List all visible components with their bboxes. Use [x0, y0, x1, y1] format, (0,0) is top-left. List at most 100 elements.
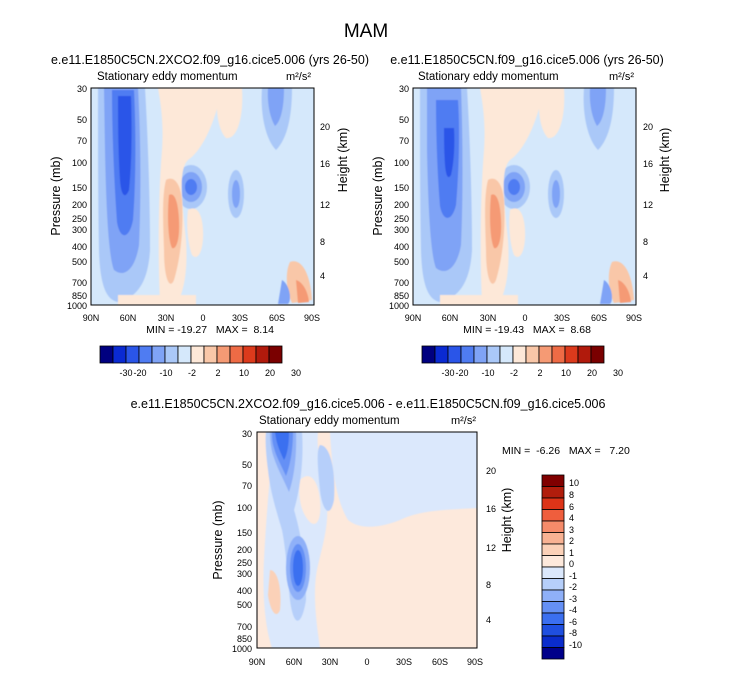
colorbar-label: -2 — [510, 368, 518, 378]
colorbar-label: 30 — [613, 368, 623, 378]
x-tick: 60S — [432, 657, 448, 667]
y-tick: 70 — [77, 136, 87, 146]
y-tick: 250 — [72, 214, 87, 224]
x-tick: 30S — [554, 313, 570, 323]
y-tick: 70 — [242, 481, 252, 491]
x-tick: 90N — [83, 313, 100, 323]
colorbar-box — [99, 345, 114, 364]
panel-c-left-label: Stationary eddy momentum — [259, 415, 400, 427]
x-tick: 90S — [626, 313, 642, 323]
colorbar-label: -20 — [133, 368, 146, 378]
colorbar-label: -10 — [569, 640, 582, 650]
panel-b-ylabel-right: Height (km) — [658, 128, 672, 193]
x-tick: 60N — [286, 657, 303, 667]
colorbar-label: 8 — [569, 490, 574, 500]
colorbar-box — [203, 345, 218, 364]
colorbar-box — [473, 345, 488, 364]
colorbar-box — [525, 345, 540, 364]
x-tick: 90S — [467, 657, 483, 667]
y-tick: 200 — [72, 200, 87, 210]
y-right-tick: 20 — [486, 466, 496, 476]
colorbar-box — [512, 345, 527, 364]
colorbar-box — [541, 543, 565, 556]
x-tick: 0 — [364, 657, 369, 667]
panel-a-y-right-ticks: 20 16 12 8 4 — [320, 122, 330, 281]
colorbar-box — [541, 566, 565, 579]
y-right-tick: 16 — [486, 504, 496, 514]
panel-c-y-right-ticks: 20 16 12 8 4 — [486, 466, 496, 625]
panel-c-ylabel: Pressure (mb) — [211, 500, 225, 579]
y-tick: 1000 — [389, 301, 409, 311]
panel-a-x-ticks: 90N 60N 30N 0 30S 60S 90S — [83, 313, 320, 323]
colorbar-box — [434, 345, 449, 364]
panel-a-left-label: Stationary eddy momentum — [97, 71, 238, 83]
y-right-tick: 8 — [643, 237, 648, 247]
colorbar-box — [541, 520, 565, 533]
colorbar-box — [151, 345, 166, 364]
y-tick: 1000 — [232, 644, 252, 654]
panel-b-left-label: Stationary eddy momentum — [418, 71, 559, 83]
panel-b-plot — [412, 87, 637, 306]
colorbar-box — [541, 589, 565, 602]
y-tick: 150 — [72, 183, 87, 193]
y-right-tick: 8 — [320, 237, 325, 247]
colorbar-label: 4 — [569, 513, 574, 523]
panel-c-y-ticks: 30 50 70 100 150 200 250 300 400 500 700… — [232, 429, 252, 654]
colorbar-label: 2 — [215, 368, 220, 378]
y-right-tick: 12 — [320, 200, 330, 210]
y-tick: 850 — [237, 634, 252, 644]
y-right-tick: 8 — [486, 580, 491, 590]
colorbar-box — [190, 345, 205, 364]
colorbar-labels: -30 -20 -10 -2 2 10 20 30 — [441, 368, 623, 378]
colorbar-box — [125, 345, 140, 364]
colorbar-label: -10 — [481, 368, 494, 378]
x-tick: 30N — [480, 313, 497, 323]
y-tick: 300 — [394, 225, 409, 235]
colorbar-label: -10 — [159, 368, 172, 378]
panel-a-ylabel-right: Height (km) — [336, 128, 350, 193]
panel-b-y-right-ticks: 20 16 12 8 4 — [643, 122, 653, 281]
colorbar-box — [551, 345, 566, 364]
y-right-tick: 16 — [320, 159, 330, 169]
panel-b-y-ticks: 30 50 70 100 150 200 250 300 400 500 700… — [389, 84, 409, 311]
y-tick: 700 — [237, 622, 252, 632]
colorbar-box — [255, 345, 270, 364]
colorbar-label: -8 — [569, 628, 577, 638]
panel-c-plot — [256, 431, 478, 649]
colorbar-box — [229, 345, 244, 364]
colorbar-label: -6 — [569, 617, 577, 627]
x-tick: 60N — [442, 313, 459, 323]
x-tick: 90N — [405, 313, 422, 323]
colorbar-box — [541, 612, 565, 625]
y-tick: 850 — [394, 291, 409, 301]
x-tick: 90N — [249, 657, 266, 667]
y-tick: 150 — [237, 528, 252, 538]
colorbar-label: 30 — [291, 368, 301, 378]
panel-a: e.e11.E1850C5CN.2XCO2.f09_g16.cice5.006 … — [49, 53, 369, 378]
panel-c-colorbar: 10 8 6 4 3 2 1 0 -1 -2 -3 -4 -6 -8 -10 — [541, 474, 582, 660]
colorbar-label: -4 — [569, 605, 577, 615]
y-tick: 250 — [394, 214, 409, 224]
panel-b-title: e.e11.E1850C5CN.f09_g16.cice5.006 (yrs 2… — [390, 53, 664, 67]
colorbar-box — [421, 345, 436, 364]
x-tick: 0 — [200, 313, 205, 323]
colorbar-box — [177, 345, 192, 364]
colorbar-box — [541, 486, 565, 499]
colorbar-box — [541, 509, 565, 522]
panel-c-ylabel-right: Height (km) — [500, 488, 514, 553]
panel-c: e.e11.E1850C5CN.2XCO2.f09_g16.cice5.006 … — [131, 397, 630, 667]
colorbar-box — [590, 345, 605, 364]
colorbar-box — [541, 635, 565, 648]
panel-b-ylabel: Pressure (mb) — [371, 156, 385, 235]
colorbar-label: 20 — [587, 368, 597, 378]
colorbar-box — [486, 345, 501, 364]
colorbar-box — [541, 578, 565, 591]
y-right-tick: 20 — [320, 122, 330, 132]
y-right-tick: 12 — [643, 200, 653, 210]
panel-a-title: e.e11.E1850C5CN.2XCO2.f09_g16.cice5.006 … — [51, 53, 369, 67]
panel-a-colorbar: -30 -20 -10 -2 2 10 20 30 — [99, 345, 301, 378]
colorbar-label: -3 — [569, 594, 577, 604]
colorbar-box — [268, 345, 283, 364]
colorbar-label: 3 — [569, 525, 574, 535]
x-tick: 90S — [304, 313, 320, 323]
